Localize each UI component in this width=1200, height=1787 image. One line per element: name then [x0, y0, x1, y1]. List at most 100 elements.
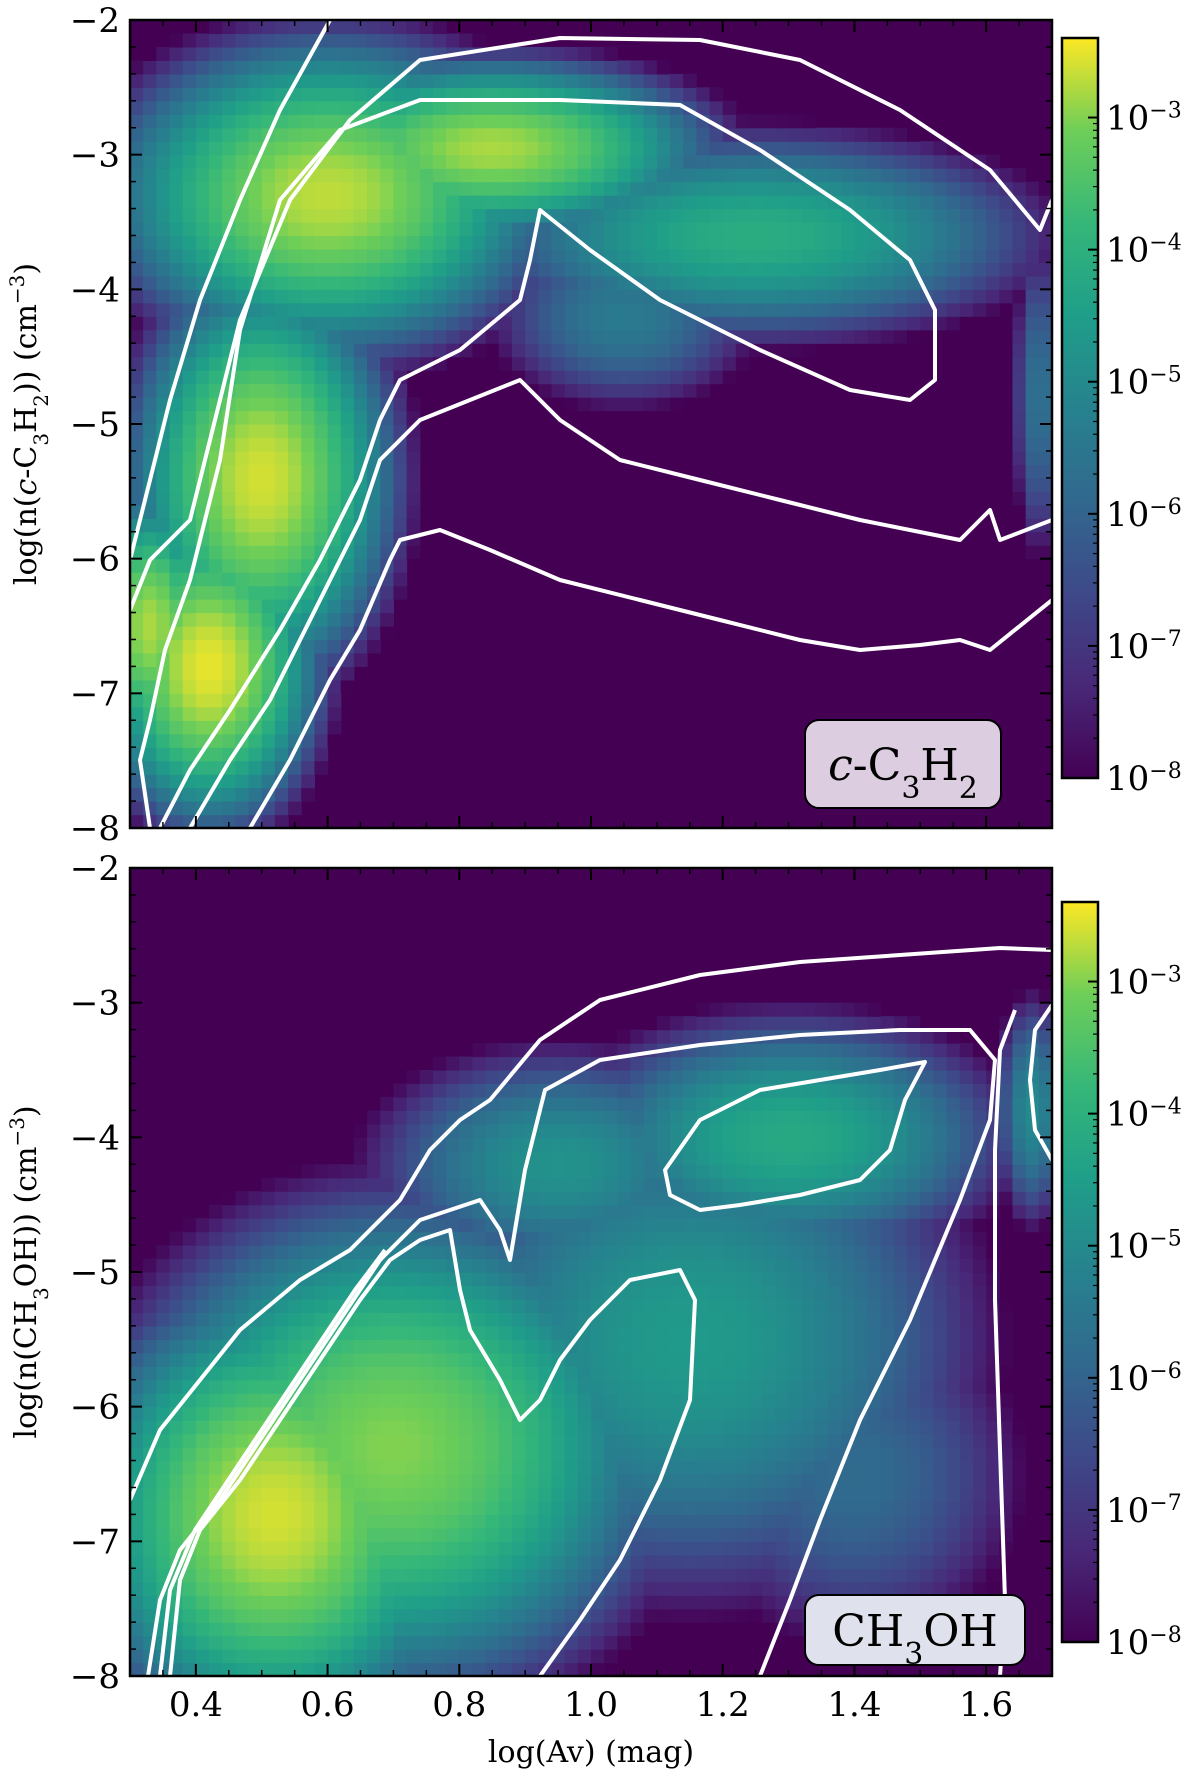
heatmap-cell [274, 1191, 289, 1206]
heatmap-cell [814, 235, 829, 250]
heatmap-cell [656, 1285, 671, 1300]
heatmap-cell [288, 1218, 302, 1233]
heatmap-cell [274, 154, 289, 169]
heatmap-cell [472, 1514, 487, 1529]
heatmap-cell [446, 1649, 460, 1664]
heatmap-cell [485, 1487, 500, 1502]
heatmap-cell [288, 437, 302, 452]
heatmap-cell [893, 1164, 908, 1179]
heatmap-cell [314, 531, 329, 546]
heatmap-cell [828, 1245, 842, 1260]
heatmap-cell [828, 1581, 842, 1596]
heatmap-cell [893, 1568, 908, 1583]
heatmap-cell [551, 1393, 566, 1408]
heatmap-cell [577, 127, 592, 142]
heatmap-cell [656, 222, 671, 237]
heatmap-cell [301, 316, 315, 331]
heatmap-cell [248, 1298, 263, 1313]
heatmap-cell [222, 626, 236, 641]
heatmap-cell [722, 262, 737, 277]
heatmap-cell [301, 302, 315, 317]
heatmap-cell [248, 222, 263, 237]
heatmap-cell [327, 639, 342, 654]
heatmap-cell [327, 1164, 342, 1179]
heatmap-cell [670, 343, 684, 358]
heatmap-cell [432, 1474, 447, 1489]
heatmap-cell [775, 1447, 790, 1462]
heatmap-cell [459, 1433, 474, 1448]
heatmap-cell [709, 1177, 724, 1192]
heatmap-cell [235, 1258, 250, 1273]
heatmap-cell [327, 545, 342, 560]
heatmap-cell [525, 1366, 539, 1381]
heatmap-cell [749, 1123, 763, 1138]
colorbar-top-ticks: 10−310−410−510−610−710−8 [1088, 98, 1182, 799]
heatmap-cell [656, 1325, 671, 1340]
heatmap-cell [630, 1554, 645, 1569]
heatmap-cell [169, 87, 184, 102]
heatmap-cell [209, 289, 223, 304]
heatmap-cell [209, 626, 223, 641]
heatmap-cell [222, 491, 236, 506]
heatmap-cell [630, 1070, 645, 1085]
heatmap-cell [801, 1581, 816, 1596]
heatmap-cell [814, 1487, 829, 1502]
heatmap-cell [288, 720, 302, 735]
heatmap-cell [591, 329, 605, 344]
heatmap-cell [788, 1123, 803, 1138]
heatmap-cell [393, 504, 408, 519]
heatmap-cell [498, 1070, 513, 1085]
heatmap-cell [880, 1447, 895, 1462]
heatmap-cell [591, 1352, 605, 1367]
heatmap-cell [130, 652, 144, 667]
heatmap-cell [459, 302, 474, 317]
heatmap-cell [564, 1258, 579, 1273]
heatmap-cell [327, 1231, 342, 1246]
heatmap-cell [367, 1541, 381, 1556]
heatmap-cell [261, 1460, 276, 1475]
heatmap-cell [643, 1191, 658, 1206]
heatmap-cell [274, 1595, 289, 1610]
heatmap-cell [182, 599, 197, 614]
heatmap-cell [301, 1635, 315, 1650]
heatmap-cell [248, 1379, 263, 1394]
heatmap-cell [393, 464, 408, 479]
heatmap-cell [498, 46, 513, 61]
heatmap-cell [288, 235, 302, 250]
heatmap-cell [656, 87, 671, 102]
heatmap-cell [222, 733, 236, 748]
heatmap-cell [735, 1123, 750, 1138]
heatmap-cell [735, 1474, 750, 1489]
heatmap-cell [209, 114, 223, 129]
heatmap-cell [143, 1393, 157, 1408]
heatmap-cell [419, 1164, 434, 1179]
heatmap-cell [722, 1500, 737, 1515]
heatmap-cell [406, 154, 421, 169]
heatmap-cell [340, 1325, 355, 1340]
heatmap-cell [182, 127, 197, 142]
heatmap-cell [511, 1447, 526, 1462]
heatmap-cell [828, 1043, 842, 1058]
heatmap-cell [814, 1272, 829, 1287]
heatmap-cell [459, 1070, 474, 1085]
heatmap-cell [1038, 504, 1052, 519]
heatmap-cell [367, 168, 381, 183]
heatmap-cell [327, 1393, 342, 1408]
heatmap-cell [248, 1285, 263, 1300]
heatmap-cell [248, 1366, 263, 1381]
heatmap-cell [182, 1635, 197, 1650]
heatmap-cell [340, 1406, 355, 1421]
heatmap-cell [841, 329, 856, 344]
heatmap-cell [775, 289, 790, 304]
heatmap-cell [670, 1406, 684, 1421]
heatmap-cell [670, 1527, 684, 1542]
heatmap-cell [1038, 329, 1052, 344]
heatmap-cell [551, 1487, 566, 1502]
heatmap-cell [498, 275, 513, 290]
heatmap-cell [683, 1581, 697, 1596]
heatmap-cell [762, 1379, 776, 1394]
heatmap-cell [235, 275, 250, 290]
heatmap-cell [340, 1339, 355, 1354]
heatmap-cell [1038, 437, 1052, 452]
heatmap-cell [656, 329, 671, 344]
